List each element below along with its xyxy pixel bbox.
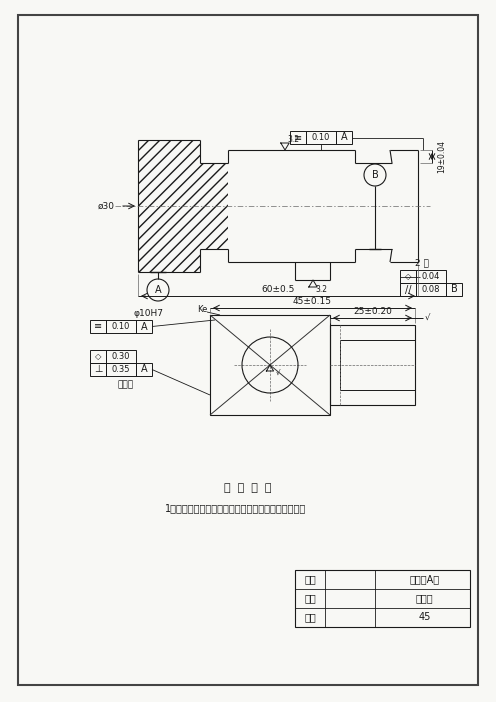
Text: A: A: [155, 285, 161, 295]
Bar: [136, 320, 152, 333]
Text: B: B: [372, 170, 378, 180]
Bar: [290, 131, 306, 144]
Text: √: √: [276, 371, 280, 377]
Text: 3.2: 3.2: [315, 286, 327, 295]
Text: 技  术  要  求: 技 术 要 求: [224, 483, 272, 493]
Text: 名称: 名称: [304, 593, 316, 604]
Text: 1．螺削圆一次完成，不得修锉，不写核表面粗糙度。: 1．螺削圆一次完成，不得修锉，不写核表面粗糙度。: [165, 503, 306, 513]
Text: 图号: 图号: [304, 574, 316, 585]
Text: A: A: [141, 364, 147, 374]
Text: //: //: [405, 284, 411, 295]
Bar: [106, 320, 136, 333]
Bar: [416, 270, 446, 283]
Bar: [90, 350, 106, 363]
Text: 3.2: 3.2: [287, 135, 299, 145]
Text: 0.08: 0.08: [422, 285, 440, 294]
Bar: [90, 363, 106, 376]
Text: A: A: [341, 133, 347, 143]
Text: ◇: ◇: [95, 352, 101, 361]
Text: 锻削面: 锻削面: [118, 380, 134, 390]
Bar: [306, 131, 336, 144]
Text: 联接轴: 联接轴: [416, 593, 434, 604]
Text: 45±0.15: 45±0.15: [293, 298, 332, 307]
Text: ≡: ≡: [294, 133, 302, 143]
Bar: [210, 315, 330, 415]
Text: 0.10: 0.10: [312, 133, 330, 142]
Text: 0.35: 0.35: [112, 365, 130, 374]
Text: 0.30: 0.30: [112, 352, 130, 361]
Bar: [400, 270, 416, 283]
Text: 材料: 材料: [304, 613, 316, 623]
Text: 60±0.5: 60±0.5: [261, 286, 295, 295]
Bar: [416, 283, 446, 296]
Bar: [200, 163, 228, 249]
Bar: [106, 363, 136, 376]
Bar: [106, 350, 136, 363]
Text: B: B: [451, 284, 457, 295]
Bar: [400, 283, 416, 296]
Text: 0.10: 0.10: [112, 322, 130, 331]
Text: ø30: ø30: [98, 201, 115, 211]
Text: ⊥: ⊥: [94, 364, 102, 374]
Text: ≡: ≡: [94, 322, 102, 331]
Bar: [90, 320, 106, 333]
Text: Ke: Ke: [196, 305, 207, 314]
Bar: [138, 140, 200, 272]
Text: φ10H7: φ10H7: [133, 308, 163, 317]
Text: 45: 45: [418, 613, 431, 623]
Text: 2 处: 2 处: [415, 258, 429, 267]
Bar: [330, 325, 415, 405]
Text: 19±0.04: 19±0.04: [437, 140, 446, 173]
Text: A: A: [141, 322, 147, 331]
Text: ◇: ◇: [405, 272, 411, 281]
Text: 25±0.20: 25±0.20: [353, 307, 392, 317]
Bar: [446, 283, 462, 296]
Text: √: √: [424, 312, 430, 322]
Text: 0.04: 0.04: [422, 272, 440, 281]
Bar: [136, 363, 152, 376]
Text: 初级工A卷: 初级工A卷: [409, 574, 439, 585]
Bar: [295, 570, 470, 627]
Bar: [336, 131, 352, 144]
